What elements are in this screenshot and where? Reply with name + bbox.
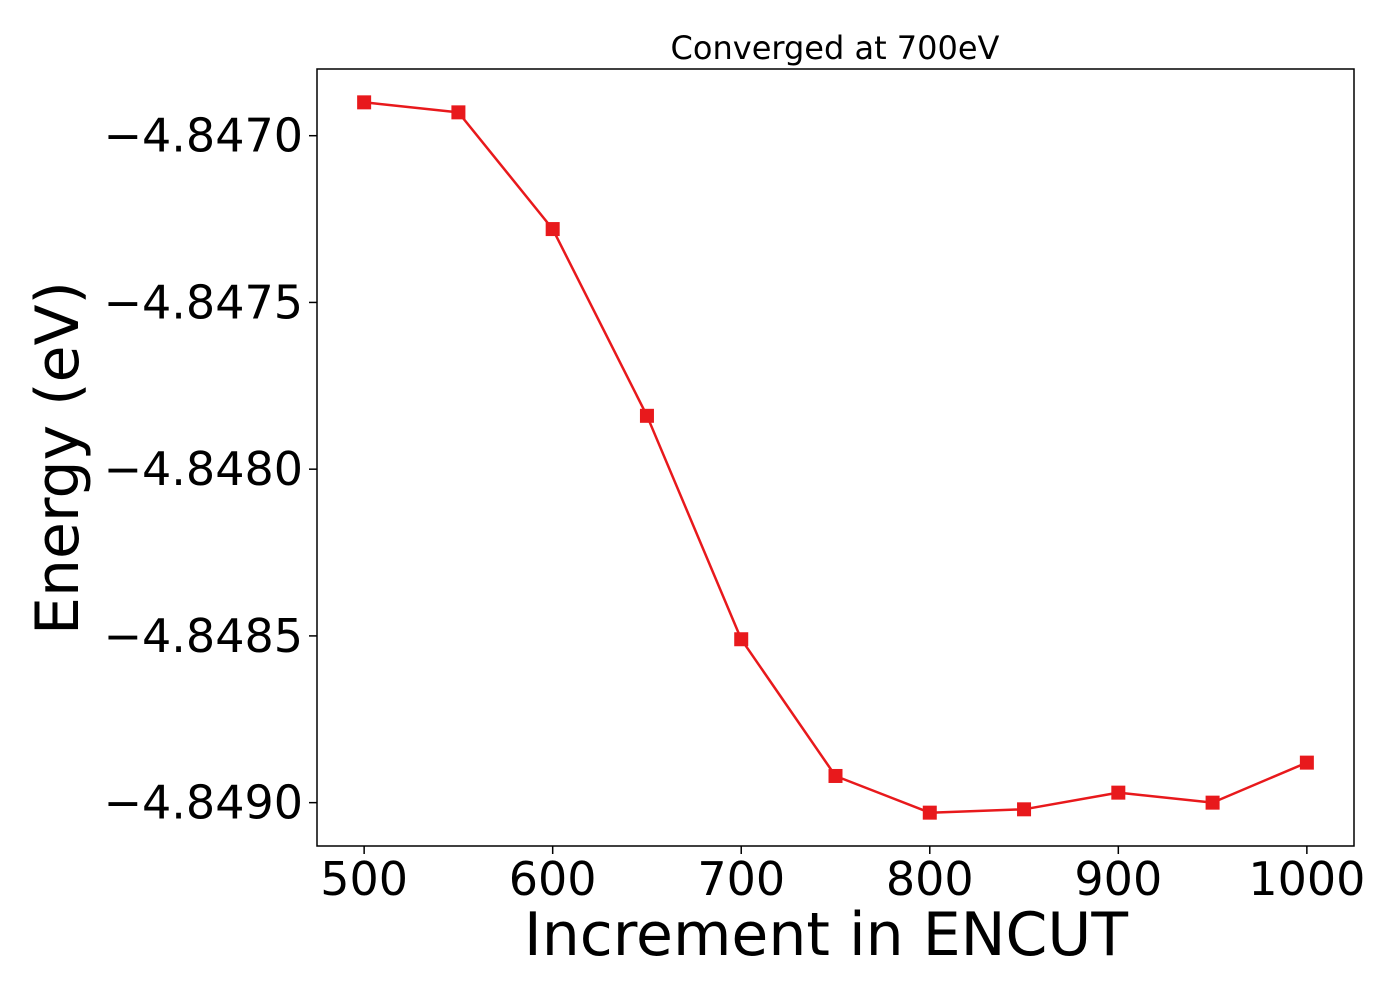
x-tick-label: 900 bbox=[1074, 852, 1162, 906]
data-point-marker bbox=[734, 632, 749, 647]
y-tick-label: −4.8490 bbox=[104, 776, 304, 830]
y-axis: −4.8470 −4.8475 −4.8480 −4.8485 −4.8490 bbox=[104, 109, 317, 830]
plot-frame bbox=[316, 68, 1355, 847]
data-point-marker bbox=[639, 408, 654, 423]
y-tick-label: −4.8475 bbox=[104, 275, 304, 329]
x-axis-label: Increment in ENCUT bbox=[524, 900, 1128, 970]
x-axis: 500 600 700 800 900 1000 bbox=[320, 846, 1365, 906]
x-tick-label: 500 bbox=[320, 852, 408, 906]
data-point-marker bbox=[1299, 755, 1314, 770]
y-tick-label: −4.8470 bbox=[104, 109, 304, 163]
data-point-marker bbox=[357, 95, 372, 110]
x-tick-label: 1000 bbox=[1248, 852, 1365, 906]
data-point-marker bbox=[1111, 785, 1126, 800]
series-line bbox=[363, 101, 1308, 814]
y-tick-label: −4.8485 bbox=[104, 609, 304, 663]
data-point-marker bbox=[922, 805, 937, 820]
x-tick-label: 600 bbox=[509, 852, 597, 906]
data-point-marker bbox=[451, 105, 466, 120]
x-tick-label: 700 bbox=[697, 852, 785, 906]
y-tick-label: −4.8480 bbox=[104, 442, 304, 496]
y-axis-label: Energy (eV) bbox=[23, 281, 93, 635]
x-tick-label: 800 bbox=[886, 852, 974, 906]
data-point-marker bbox=[1017, 802, 1032, 817]
data-point-marker bbox=[828, 768, 843, 783]
data-point-marker bbox=[1205, 795, 1220, 810]
plot-layer bbox=[357, 95, 1314, 820]
chart-title: Converged at 700eV bbox=[671, 29, 1000, 67]
data-point-marker bbox=[545, 222, 560, 237]
